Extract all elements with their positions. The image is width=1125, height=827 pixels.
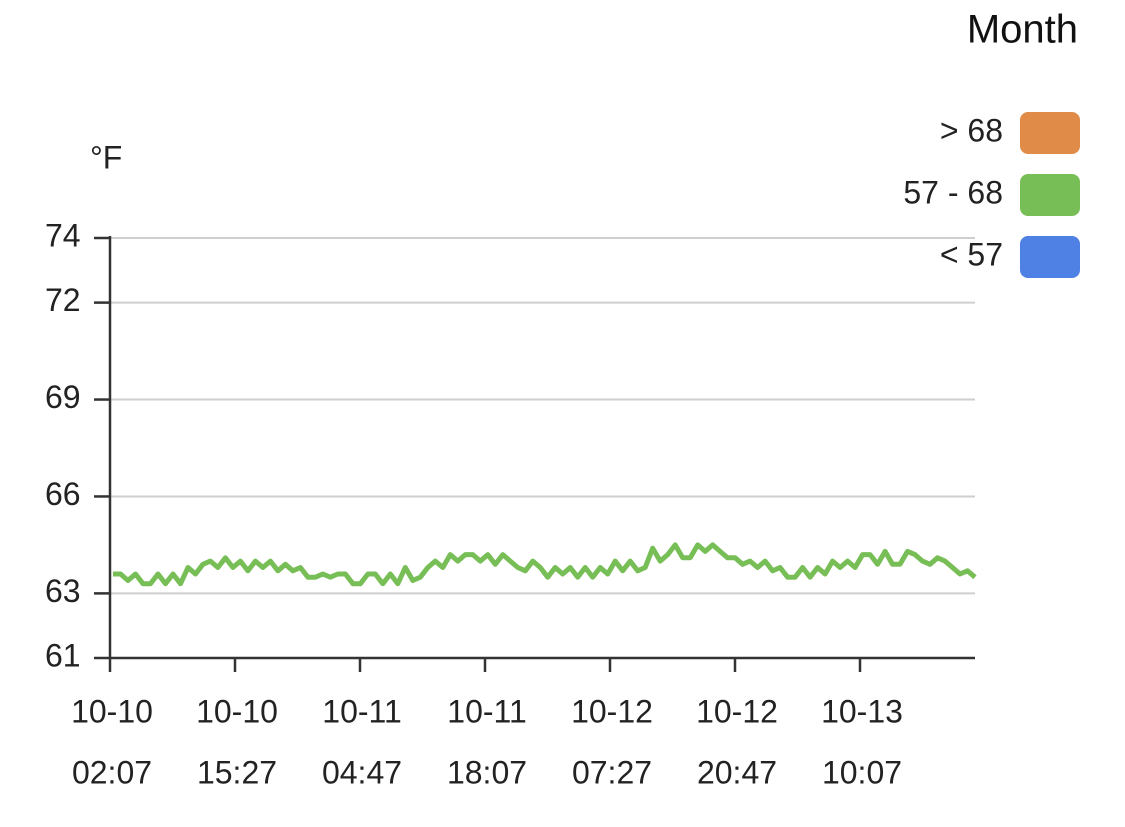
legend-swatch xyxy=(1020,174,1080,216)
y-tick-label: 69 xyxy=(45,379,81,415)
x-tick-date: 10-12 xyxy=(571,693,653,729)
y-tick-label: 74 xyxy=(45,217,81,253)
x-tick-time: 02:07 xyxy=(72,754,152,790)
x-tick-time: 15:27 xyxy=(197,754,277,790)
legend-label: 57 - 68 xyxy=(903,174,1003,210)
x-tick-date: 10-11 xyxy=(447,693,526,729)
x-tick-date: 10-12 xyxy=(696,693,778,729)
x-tick-time: 18:07 xyxy=(447,754,527,790)
x-tick-time: 04:47 xyxy=(322,754,402,790)
y-tick-label: 72 xyxy=(45,282,81,318)
x-tick-time: 07:27 xyxy=(572,754,652,790)
data-line xyxy=(113,542,977,587)
x-tick-date: 10-10 xyxy=(71,693,153,729)
x-tick-time: 20:47 xyxy=(697,754,777,790)
y-unit: °F xyxy=(90,139,122,175)
legend-title: Month xyxy=(967,8,1078,52)
y-tick-label: 61 xyxy=(45,637,81,673)
legend-label: < 57 xyxy=(940,236,1003,272)
legend-swatch xyxy=(1020,236,1080,278)
x-tick-date: 10-13 xyxy=(821,693,903,729)
y-tick-label: 63 xyxy=(45,573,81,609)
x-tick-date: 10-11 xyxy=(322,693,401,729)
y-tick-label: 66 xyxy=(45,476,81,512)
legend-label: > 68 xyxy=(940,112,1003,148)
x-tick-time: 10:07 xyxy=(822,754,902,790)
legend-swatch xyxy=(1020,112,1080,154)
x-tick-date: 10-10 xyxy=(196,693,278,729)
